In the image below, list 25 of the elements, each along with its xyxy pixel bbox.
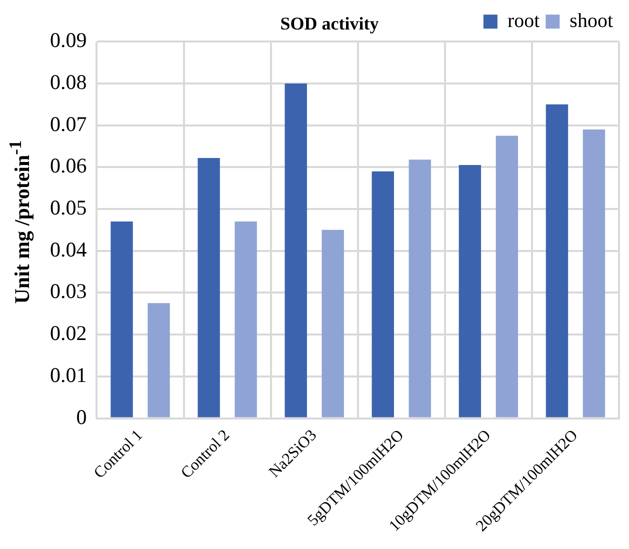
y-tick-label: 0.07	[50, 112, 87, 136]
legend-label: shoot	[570, 10, 614, 32]
bar	[110, 222, 133, 418]
bar	[496, 136, 518, 418]
y-tick-label: 0	[76, 404, 87, 429]
bar	[546, 104, 568, 418]
y-tick-label: 0.04	[50, 237, 88, 262]
bar	[198, 158, 220, 418]
y-tick-label: 0.05	[50, 196, 87, 220]
bar	[408, 160, 431, 418]
y-tick-label: 0.06	[50, 154, 87, 178]
chart-title: SOD activity	[280, 13, 379, 34]
y-tick-label: 0.01	[50, 362, 87, 387]
y-tick-label: 0.02	[50, 321, 87, 346]
bar	[322, 230, 344, 418]
y-tick-label: 0.03	[50, 279, 87, 304]
bar	[148, 303, 170, 418]
bar	[284, 83, 307, 418]
bar	[582, 129, 606, 418]
bar	[234, 222, 257, 418]
y-tick-label: 0.09	[50, 28, 87, 52]
legend-label: root	[507, 10, 540, 32]
bar	[372, 171, 394, 418]
y-tick-label: 0.08	[50, 70, 87, 94]
bar	[458, 165, 482, 418]
